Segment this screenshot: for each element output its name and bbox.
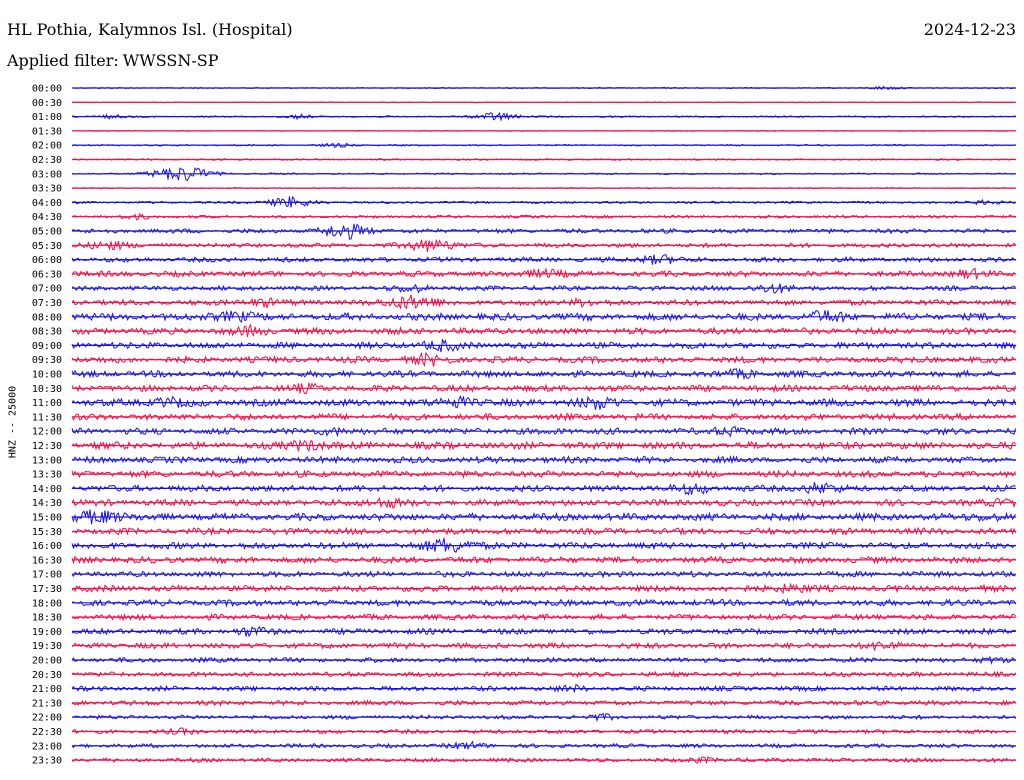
time-label-0800: 08:00 (32, 312, 62, 323)
time-label-0100: 01:00 (32, 112, 62, 123)
time-label-1500: 15:00 (32, 513, 62, 524)
time-label-2000: 20:00 (32, 656, 62, 667)
trace-row-1230 (71, 438, 1016, 453)
station-title: HL Pothia, Kalymnos Isl. (Hospital) (7, 20, 293, 39)
trace-row-1800 (71, 597, 1016, 608)
time-label-0000: 00:00 (32, 84, 62, 95)
time-label-0130: 01:30 (32, 126, 62, 137)
trace-row-2030 (71, 670, 1016, 679)
time-label-1200: 12:00 (32, 427, 62, 438)
time-label-0900: 09:00 (32, 341, 62, 352)
time-label-1800: 18:00 (32, 598, 62, 609)
time-label-2130: 21:30 (32, 698, 62, 709)
trace-row-1930 (71, 640, 1016, 651)
time-label-0630: 06:30 (32, 269, 62, 280)
helicorder-traces: 00:00 00:30 01:00 01:30 02:00 02:30 03:00 03:30… (32, 84, 1016, 767)
time-label-1730: 17:30 (32, 584, 62, 595)
time-label-1630: 16:30 (32, 555, 62, 566)
time-label-1400: 14:00 (32, 484, 62, 495)
trace-row-0800 (71, 310, 1016, 324)
time-label-1700: 17:00 (32, 570, 62, 581)
time-label-0830: 08:30 (32, 327, 62, 338)
time-label-2200: 22:00 (32, 713, 62, 724)
trace-row-0830 (71, 323, 1016, 338)
trace-row-0730 (71, 294, 1016, 310)
time-label-0700: 07:00 (32, 284, 62, 295)
filter-value: WWSSN-SP (122, 51, 219, 70)
time-label-1900: 19:00 (32, 627, 62, 638)
time-label-0200: 02:00 (32, 141, 62, 152)
record-date: 2024-12-23 (923, 20, 1016, 39)
time-label-2100: 21:00 (32, 684, 62, 695)
time-label-1100: 11:00 (32, 398, 62, 409)
time-label-2230: 22:30 (32, 727, 62, 738)
filter-line: Applied filter: WWSSN-SP (7, 51, 218, 71)
time-label-0400: 04:00 (32, 198, 62, 209)
time-label-1830: 18:30 (32, 613, 62, 624)
time-label-0430: 04:30 (32, 212, 62, 223)
time-label-0030: 00:30 (32, 98, 62, 109)
filter-label: Applied filter: (7, 51, 119, 70)
time-label-0730: 07:30 (32, 298, 62, 309)
time-label-1600: 16:00 (32, 541, 62, 552)
time-label-0330: 03:30 (32, 184, 62, 195)
time-label-2030: 20:30 (32, 670, 62, 681)
time-label-1930: 19:30 (32, 641, 62, 652)
time-label-1030: 10:30 (32, 384, 62, 395)
time-label-0930: 09:30 (32, 355, 62, 366)
time-label-0230: 02:30 (32, 155, 62, 166)
time-label-2330: 23:30 (32, 756, 62, 767)
time-label-0530: 05:30 (32, 241, 62, 252)
time-label-1430: 14:30 (32, 498, 62, 509)
time-label-0600: 06:00 (32, 255, 62, 266)
time-label-1000: 10:00 (32, 370, 62, 381)
time-label-0300: 03:00 (32, 169, 62, 180)
time-label-1330: 13:30 (32, 470, 62, 481)
helicorder-plot: 00:00 00:30 01:00 01:30 02:00 02:30 03:00 03:30… (0, 80, 1024, 780)
time-label-1530: 15:30 (32, 527, 62, 538)
trace-row-1500 (71, 509, 1016, 525)
time-label-1300: 13:00 (32, 455, 62, 466)
time-label-1130: 11:30 (32, 412, 62, 423)
time-label-1230: 12:30 (32, 441, 62, 452)
time-label-2300: 23:00 (32, 741, 62, 752)
time-label-0500: 05:00 (32, 227, 62, 238)
